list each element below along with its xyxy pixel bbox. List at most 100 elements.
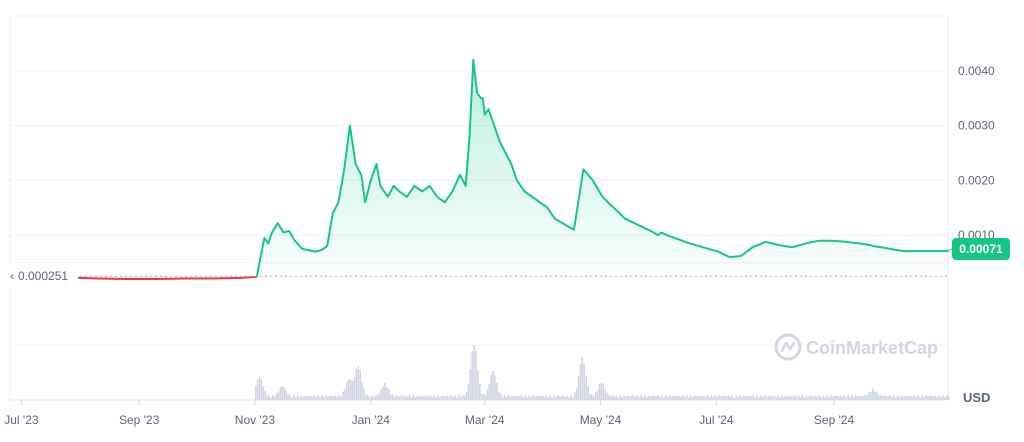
volume-bar — [505, 397, 508, 400]
volume-bar — [898, 397, 901, 400]
volume-bar — [262, 386, 265, 400]
volume-bar — [484, 395, 487, 400]
volume-bar — [782, 397, 785, 400]
volume-bar — [435, 397, 437, 400]
volume-bar — [292, 395, 295, 400]
volume-bar — [760, 395, 762, 400]
volume-bar — [826, 395, 829, 400]
volume-bar — [385, 387, 388, 400]
volume-bar — [328, 395, 331, 400]
volume-bar — [558, 396, 561, 400]
volume-bar — [308, 396, 310, 400]
volume-bar — [568, 397, 570, 400]
volume-bar — [820, 396, 823, 400]
volume-bar — [545, 395, 548, 400]
volume-bar — [830, 395, 832, 400]
volume-bar — [283, 387, 286, 400]
volume-bar — [606, 392, 608, 400]
volume-bar — [765, 396, 768, 400]
volume-bar — [697, 395, 699, 400]
volume-bar — [936, 396, 939, 400]
volume-bar — [389, 394, 392, 400]
volume-bar — [387, 388, 390, 400]
volume-bar — [477, 370, 479, 400]
volume-bar — [494, 375, 496, 400]
volume-bar — [349, 379, 352, 400]
volume-bar — [585, 376, 587, 400]
volume-bar — [454, 395, 456, 400]
volume-bar — [575, 388, 578, 400]
volume-bar — [366, 394, 369, 400]
volume-bar — [930, 395, 933, 400]
volume-bar — [763, 395, 766, 400]
volume-bar — [644, 395, 646, 400]
volume-bar — [813, 395, 815, 400]
volume-bar — [634, 396, 637, 400]
currency-label: USD — [963, 390, 990, 405]
volume-bar — [619, 395, 622, 400]
volume-bar — [591, 394, 593, 400]
volume-bar — [475, 350, 477, 400]
volume-bar — [480, 393, 483, 400]
volume-bar — [805, 395, 808, 400]
volume-bar — [515, 395, 517, 400]
volume-bar — [332, 396, 335, 400]
volume-bar — [260, 379, 263, 400]
volume-bar — [270, 397, 272, 400]
volume-bar — [423, 396, 426, 400]
price-line — [42, 58, 953, 280]
volume-bar — [727, 395, 730, 400]
volume-bar — [490, 374, 492, 400]
volume-bar — [790, 395, 793, 400]
volume-bar — [712, 397, 715, 400]
volume-bar — [579, 363, 582, 400]
volume-bar — [433, 395, 436, 400]
volume-bar — [442, 396, 445, 400]
volume-bar — [543, 396, 546, 400]
volume-bar — [739, 395, 741, 400]
current-price-connector — [947, 248, 953, 252]
volume-bar — [589, 394, 591, 400]
volume-bar — [847, 395, 849, 400]
volume-bar — [408, 395, 411, 400]
y-tick-label: 0.0020 — [958, 173, 995, 187]
volume-bar — [948, 396, 950, 400]
volume-bar — [815, 395, 817, 400]
volume-bar — [835, 396, 838, 400]
volume-bar — [769, 395, 772, 400]
volume-bar — [714, 395, 717, 400]
volume-bar — [856, 396, 859, 400]
volume-bar — [554, 396, 557, 400]
volume-bar — [735, 395, 737, 400]
volume-bar — [304, 395, 306, 400]
volume-bar — [832, 396, 834, 400]
volume-bar — [302, 396, 305, 400]
volume-bar — [889, 395, 891, 400]
volume-bar — [908, 396, 910, 400]
volume-bar — [600, 383, 603, 400]
coinmarketcap-logo-icon — [774, 333, 802, 361]
volume-bar — [911, 396, 914, 400]
volume-bar — [410, 397, 413, 400]
volume-bar — [310, 395, 312, 400]
volume-bar — [378, 393, 380, 400]
volume-bar — [461, 395, 464, 400]
volume-bar — [418, 396, 420, 400]
volume-bar — [879, 394, 882, 400]
volume-bar — [469, 369, 472, 400]
volume-bar — [604, 389, 606, 400]
volume-bar — [816, 396, 819, 400]
volume-bar — [682, 395, 684, 400]
volume-bar — [894, 397, 897, 400]
volume-bar — [792, 396, 794, 400]
volume-bar — [547, 397, 549, 400]
volume-bar — [731, 395, 734, 400]
baseline-label: 0.000251 — [18, 269, 68, 283]
volume-bar — [532, 395, 534, 400]
volume-bar — [570, 394, 572, 400]
volume-bar — [809, 395, 811, 400]
volume-bar — [621, 397, 624, 400]
volume-bar — [862, 396, 865, 400]
volume-bar — [934, 395, 937, 400]
